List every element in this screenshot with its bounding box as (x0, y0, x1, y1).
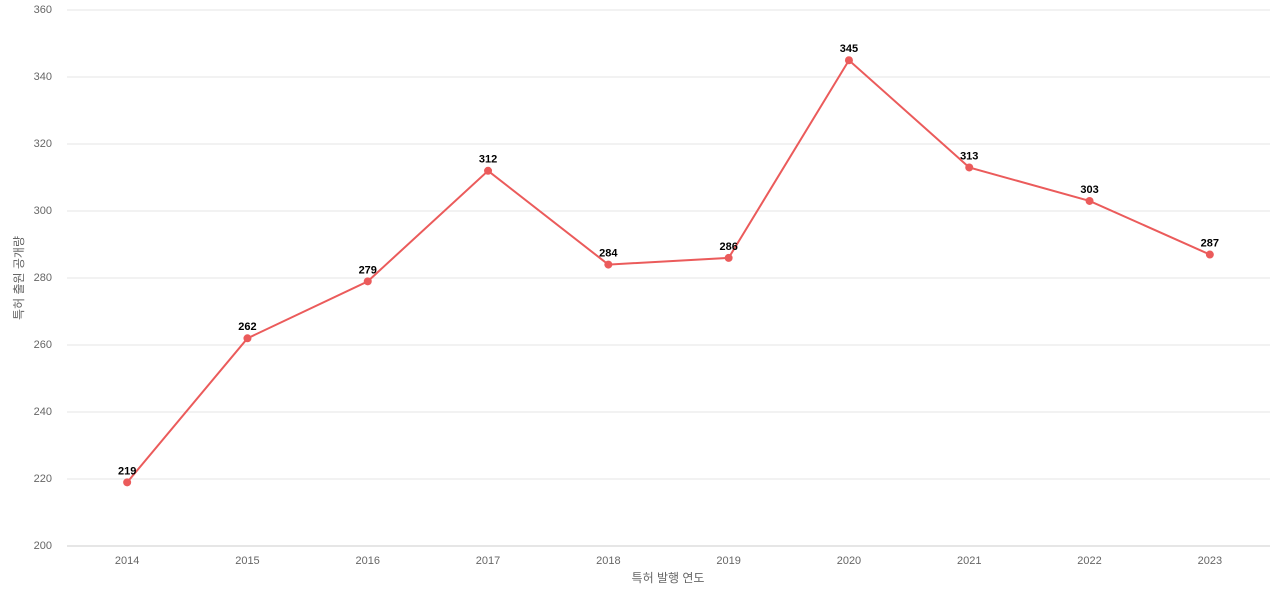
value-label: 312 (479, 154, 497, 166)
x-tick-label: 2017 (476, 555, 500, 567)
x-tick-label: 2018 (596, 555, 620, 567)
x-tick-label: 2020 (837, 555, 861, 567)
point (123, 478, 132, 487)
x-axis-title: 특허 발행 연도 (632, 570, 705, 585)
y-tick-label: 220 (34, 473, 52, 485)
y-axis-title: 특허 출원 공개량 (12, 236, 26, 320)
value-label: 286 (719, 241, 737, 253)
x-tick-label: 2016 (356, 555, 380, 567)
x-tick-label: 2022 (1077, 555, 1101, 567)
y-tick-label: 240 (34, 406, 52, 418)
y-tick-label: 260 (34, 339, 52, 351)
value-label: 262 (238, 321, 256, 333)
y-tick-label: 300 (34, 205, 52, 217)
y-tick-label: 320 (34, 138, 52, 150)
x-tick-label: 2015 (235, 555, 259, 567)
y-tick-label: 200 (34, 540, 52, 552)
value-label: 219 (118, 465, 136, 477)
x-tick-label: 2014 (115, 555, 139, 567)
point (363, 277, 372, 286)
point (484, 166, 493, 175)
value-label: 287 (1201, 237, 1219, 249)
value-label: 303 (1080, 184, 1098, 196)
point (1205, 250, 1214, 259)
point (243, 334, 252, 343)
point (604, 260, 613, 269)
point (965, 163, 974, 172)
value-label: 279 (359, 264, 377, 276)
x-tick-label: 2021 (957, 555, 981, 567)
y-tick-label: 360 (34, 4, 52, 16)
line (126, 58, 1211, 483)
value-label: 313 (960, 150, 978, 162)
point (1085, 196, 1094, 205)
value-label: 284 (599, 248, 618, 260)
point (844, 56, 853, 65)
x-tick-label: 2019 (716, 555, 740, 567)
y-tick-label: 280 (34, 272, 52, 284)
point (724, 253, 733, 262)
y-tick-label: 340 (34, 71, 52, 83)
value-label: 345 (840, 43, 858, 55)
x-tick-label: 2023 (1198, 555, 1222, 567)
